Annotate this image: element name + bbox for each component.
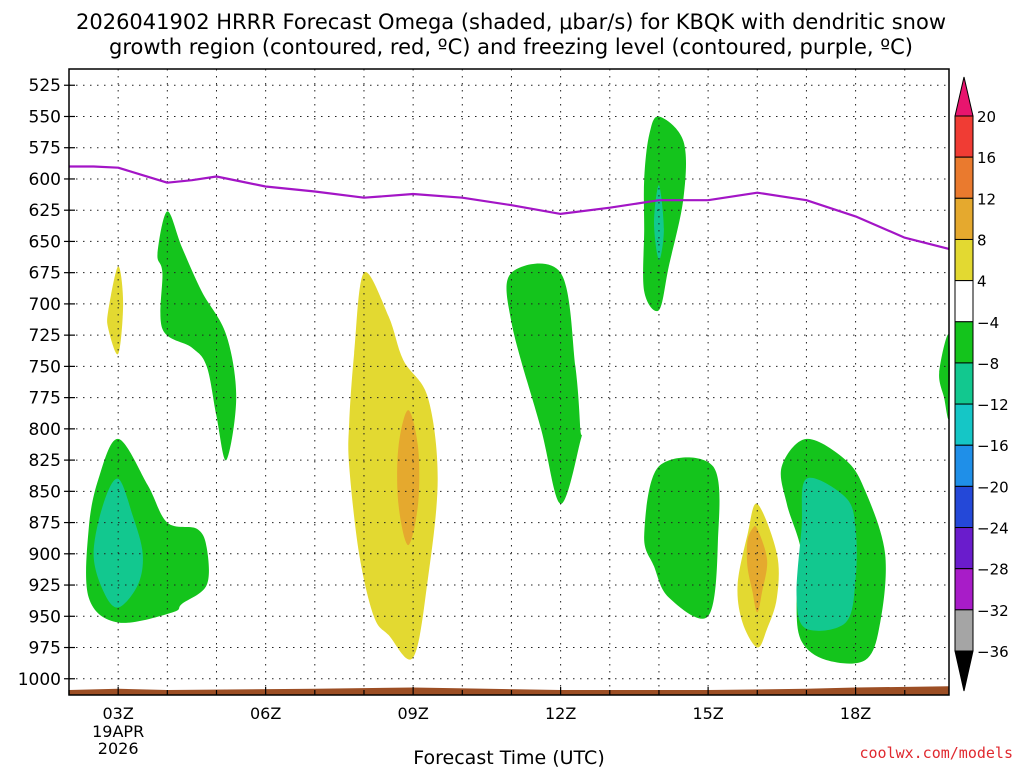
credit-link[interactable]: coolwx.com/models — [859, 744, 1013, 762]
colorbar-label: −24 — [977, 520, 1009, 538]
colorbar-label: −32 — [977, 602, 1009, 620]
omega-region-ascent-20z-edge — [939, 334, 950, 420]
colorbar-bin — [954, 197, 974, 240]
y-tick-label: 550 — [29, 107, 61, 127]
colorbar-bin — [954, 321, 974, 364]
omega-region-ascent-03z-core — [93, 478, 143, 608]
y-tick-label: 1000 — [18, 670, 61, 690]
colorbar-bin — [954, 156, 974, 199]
y-tick-label: 975 — [29, 639, 61, 659]
x-tick-label: 18Z — [840, 704, 871, 723]
colorbar-bin — [954, 403, 974, 446]
colorbar-label: −16 — [977, 437, 1009, 455]
y-tick-label: 625 — [29, 201, 61, 221]
omega-region-descent-09z-core — [397, 410, 420, 546]
y-tick-label: 950 — [29, 607, 61, 627]
colorbar-bottom-triangle — [954, 650, 974, 692]
chart-title-line1: 2026041902 HRRR Forecast Omega (shaded, … — [76, 10, 946, 34]
colorbar-label: 16 — [977, 149, 996, 167]
y-axis: 525 550 575 600 625 650 675 700 725 750 775 800 825 8… — [18, 76, 75, 690]
x-tick-label: 12Z — [545, 704, 576, 723]
y-tick-label: 850 — [29, 482, 61, 502]
colorbar-bin — [954, 238, 974, 282]
y-tick-label: 650 — [29, 232, 61, 252]
y-tick-label: 875 — [29, 514, 61, 534]
y-tick-label: 675 — [29, 264, 61, 284]
colorbar-label: 12 — [977, 190, 996, 208]
colorbar-bin — [954, 362, 974, 405]
colorbar-bin — [954, 485, 974, 529]
omega-region-descent-16z-core — [746, 525, 768, 613]
omega-region-ascent-18z-core — [796, 477, 857, 631]
omega-region-ascent-12z — [506, 263, 582, 504]
y-tick-label: 525 — [29, 76, 61, 96]
y-tick-label: 900 — [29, 545, 61, 565]
omega-region-descent-09z — [348, 271, 438, 660]
y-tick-label: 700 — [29, 295, 61, 315]
y-tick-label: 775 — [29, 389, 61, 409]
colorbar-top-triangle — [954, 76, 974, 117]
chart-title-line2: growth region (contoured, red, ºC) and f… — [109, 35, 913, 59]
colorbar-bin — [954, 444, 974, 487]
terrain-surface — [69, 686, 949, 695]
colorbar: 20 16 12 8 4 −4 −8 −12 −16 −20 −24 −28 −32 −36 — [954, 76, 1009, 692]
omega-region-ascent-14z-core — [654, 185, 664, 261]
plot-frame — [68, 68, 950, 696]
colorbar-label: 4 — [977, 273, 987, 291]
colorbar-bin — [954, 527, 974, 570]
colorbar-label: −36 — [977, 643, 1009, 661]
colorbar-label: −28 — [977, 561, 1009, 579]
colorbar-bin — [954, 609, 974, 652]
y-tick-label: 750 — [29, 357, 61, 377]
colorbar-label: −12 — [977, 396, 1009, 414]
colorbar-label: 20 — [977, 108, 996, 126]
colorbar-label: −8 — [977, 355, 999, 373]
omega-shading — [86, 116, 950, 664]
colorbar-bin — [954, 115, 974, 158]
y-tick-label: 800 — [29, 420, 61, 440]
y-tick-label: 825 — [29, 451, 61, 471]
y-tick-label: 575 — [29, 139, 61, 159]
omega-region-descent-03z-small — [107, 266, 124, 355]
omega-region-ascent-1430z-low — [644, 457, 720, 619]
omega-region-ascent-0330z-upper — [157, 211, 237, 461]
y-tick-label: 600 — [29, 170, 61, 190]
y-tick-label: 925 — [29, 576, 61, 596]
freezing-level — [69, 165, 950, 250]
omega-region-ascent-14z-upper — [643, 116, 687, 312]
x-tick-label: 06Z — [250, 704, 281, 723]
colorbar-label: −20 — [977, 478, 1009, 496]
colorbar-bin — [954, 568, 974, 611]
y-tick-label: 725 — [29, 326, 61, 346]
x-tick-year: 2026 — [98, 739, 139, 758]
x-tick-label: 09Z — [397, 704, 428, 723]
colorbar-label: 8 — [977, 231, 987, 249]
x-axis-label: Forecast Time (UTC) — [413, 747, 604, 768]
colorbar-bin — [954, 280, 974, 323]
x-tick-label: 15Z — [692, 704, 723, 723]
x-tick-label: 03Z — [102, 704, 133, 723]
x-tick-date: 19APR — [92, 722, 144, 741]
colorbar-label: −4 — [977, 314, 999, 332]
freezing-level-line — [69, 165, 950, 250]
terrain — [69, 686, 949, 695]
